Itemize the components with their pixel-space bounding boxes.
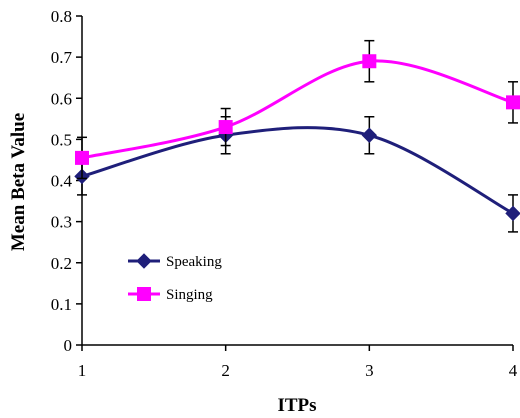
data-point-singing [75,150,89,165]
y-tick-label: 0.2 [51,254,72,273]
axes: 0 0.1 0.2 0.3 0.4 0.5 0.6 0.7 0.8 1 2 3 4 [51,7,518,380]
y-tick-label: 0.1 [51,295,72,314]
x-tick-label: 2 [221,361,230,380]
x-tick-label: 4 [509,361,518,380]
data-point-singing [506,95,520,110]
y-tick-label: 0.6 [51,89,72,108]
y-tick-label: 0.5 [51,130,72,149]
x-tick-label: 3 [365,361,374,380]
x-tick-label: 1 [78,361,87,380]
data-point-singing [218,120,233,135]
legend-label-speaking: Speaking [166,254,222,270]
series-singing [75,39,520,180]
legend-swatch-marker [136,253,152,269]
legend-item-speaking: Speaking [128,253,222,270]
y-tick-label: 0.7 [51,48,73,67]
data-point-singing [362,54,377,69]
x-axis-title: ITPs [277,395,316,416]
y-axis-title: Mean Beta Value [8,113,29,251]
legend-label-singing: Singing [166,287,213,303]
series-speaking [74,116,520,233]
series-line-singing [81,59,514,160]
y-tick-label: 0.8 [51,7,72,26]
data-point-speaking [505,205,520,222]
legend: Speaking Singing [128,253,222,303]
legend-item-singing: Singing [128,287,213,303]
legend-swatch-marker [137,287,151,301]
y-tick-label: 0 [64,336,73,355]
series-layer [74,39,520,233]
y-tick-label: 0.4 [51,172,73,191]
y-tick-label: 0.3 [51,213,72,232]
data-point-speaking [361,127,378,143]
series-line-speaking [81,126,514,215]
